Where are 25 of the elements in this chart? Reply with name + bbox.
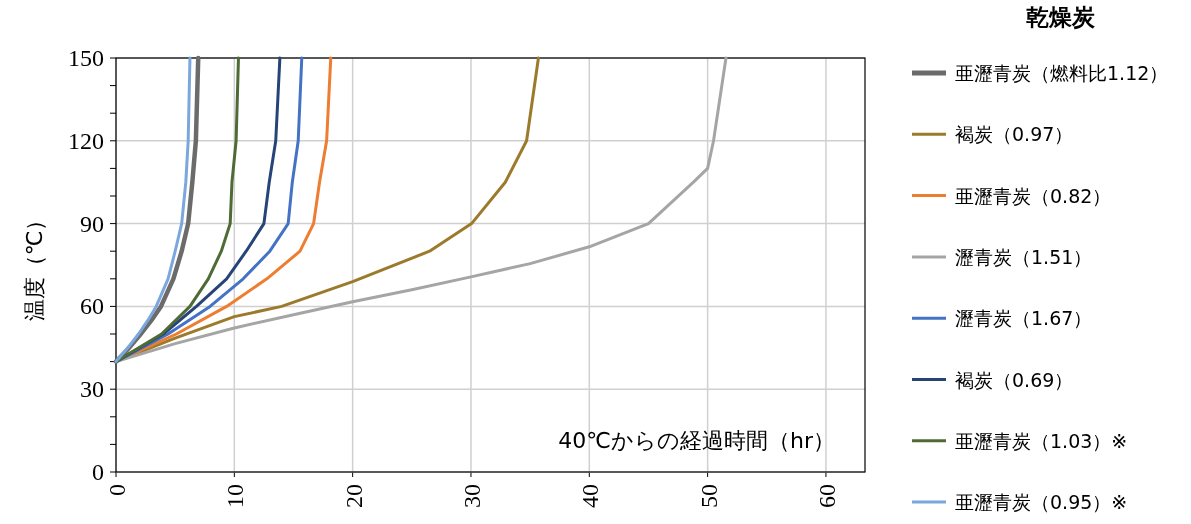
y-tick-label: 60: [80, 293, 104, 320]
y-tick-label: 120: [68, 127, 104, 154]
legend-label: 褐炭（0.97）: [955, 123, 1074, 146]
legend-label: 亜瀝青炭（0.95）※: [955, 491, 1128, 514]
legend-title: 乾燥炭: [1025, 4, 1096, 30]
x-axis-title: 40℃からの経過時間（hr）: [558, 428, 835, 453]
x-tick-label: 50: [695, 484, 722, 508]
y-tick-label: 30: [80, 376, 104, 403]
y-axis-title: 温度（℃）: [22, 208, 47, 322]
x-tick-label: 0: [104, 484, 130, 496]
y-tick-label: 150: [68, 45, 104, 71]
y-tick-label: 90: [80, 210, 104, 237]
legend-label: 亜瀝青炭（燃料比1.12）: [955, 62, 1169, 84]
legend-label: 瀝青炭（1.51）: [955, 245, 1093, 268]
x-tick-label: 40: [577, 484, 604, 508]
y-tick-label: 0: [92, 459, 104, 485]
x-tick-label: 20: [340, 484, 367, 508]
x-tick-label: 30: [458, 484, 485, 508]
legend-label: 瀝青炭（1.67）: [955, 307, 1093, 330]
legend-label: 褐炭（0.69）: [955, 368, 1074, 391]
x-tick-label: 60: [813, 484, 840, 508]
legend-label: 亜瀝青炭（0.82）: [955, 184, 1112, 207]
legend-label: 亜瀝青炭（1.03）※: [955, 429, 1128, 452]
line-series: [114, 56, 728, 364]
x-tick-label: 10: [222, 484, 249, 508]
